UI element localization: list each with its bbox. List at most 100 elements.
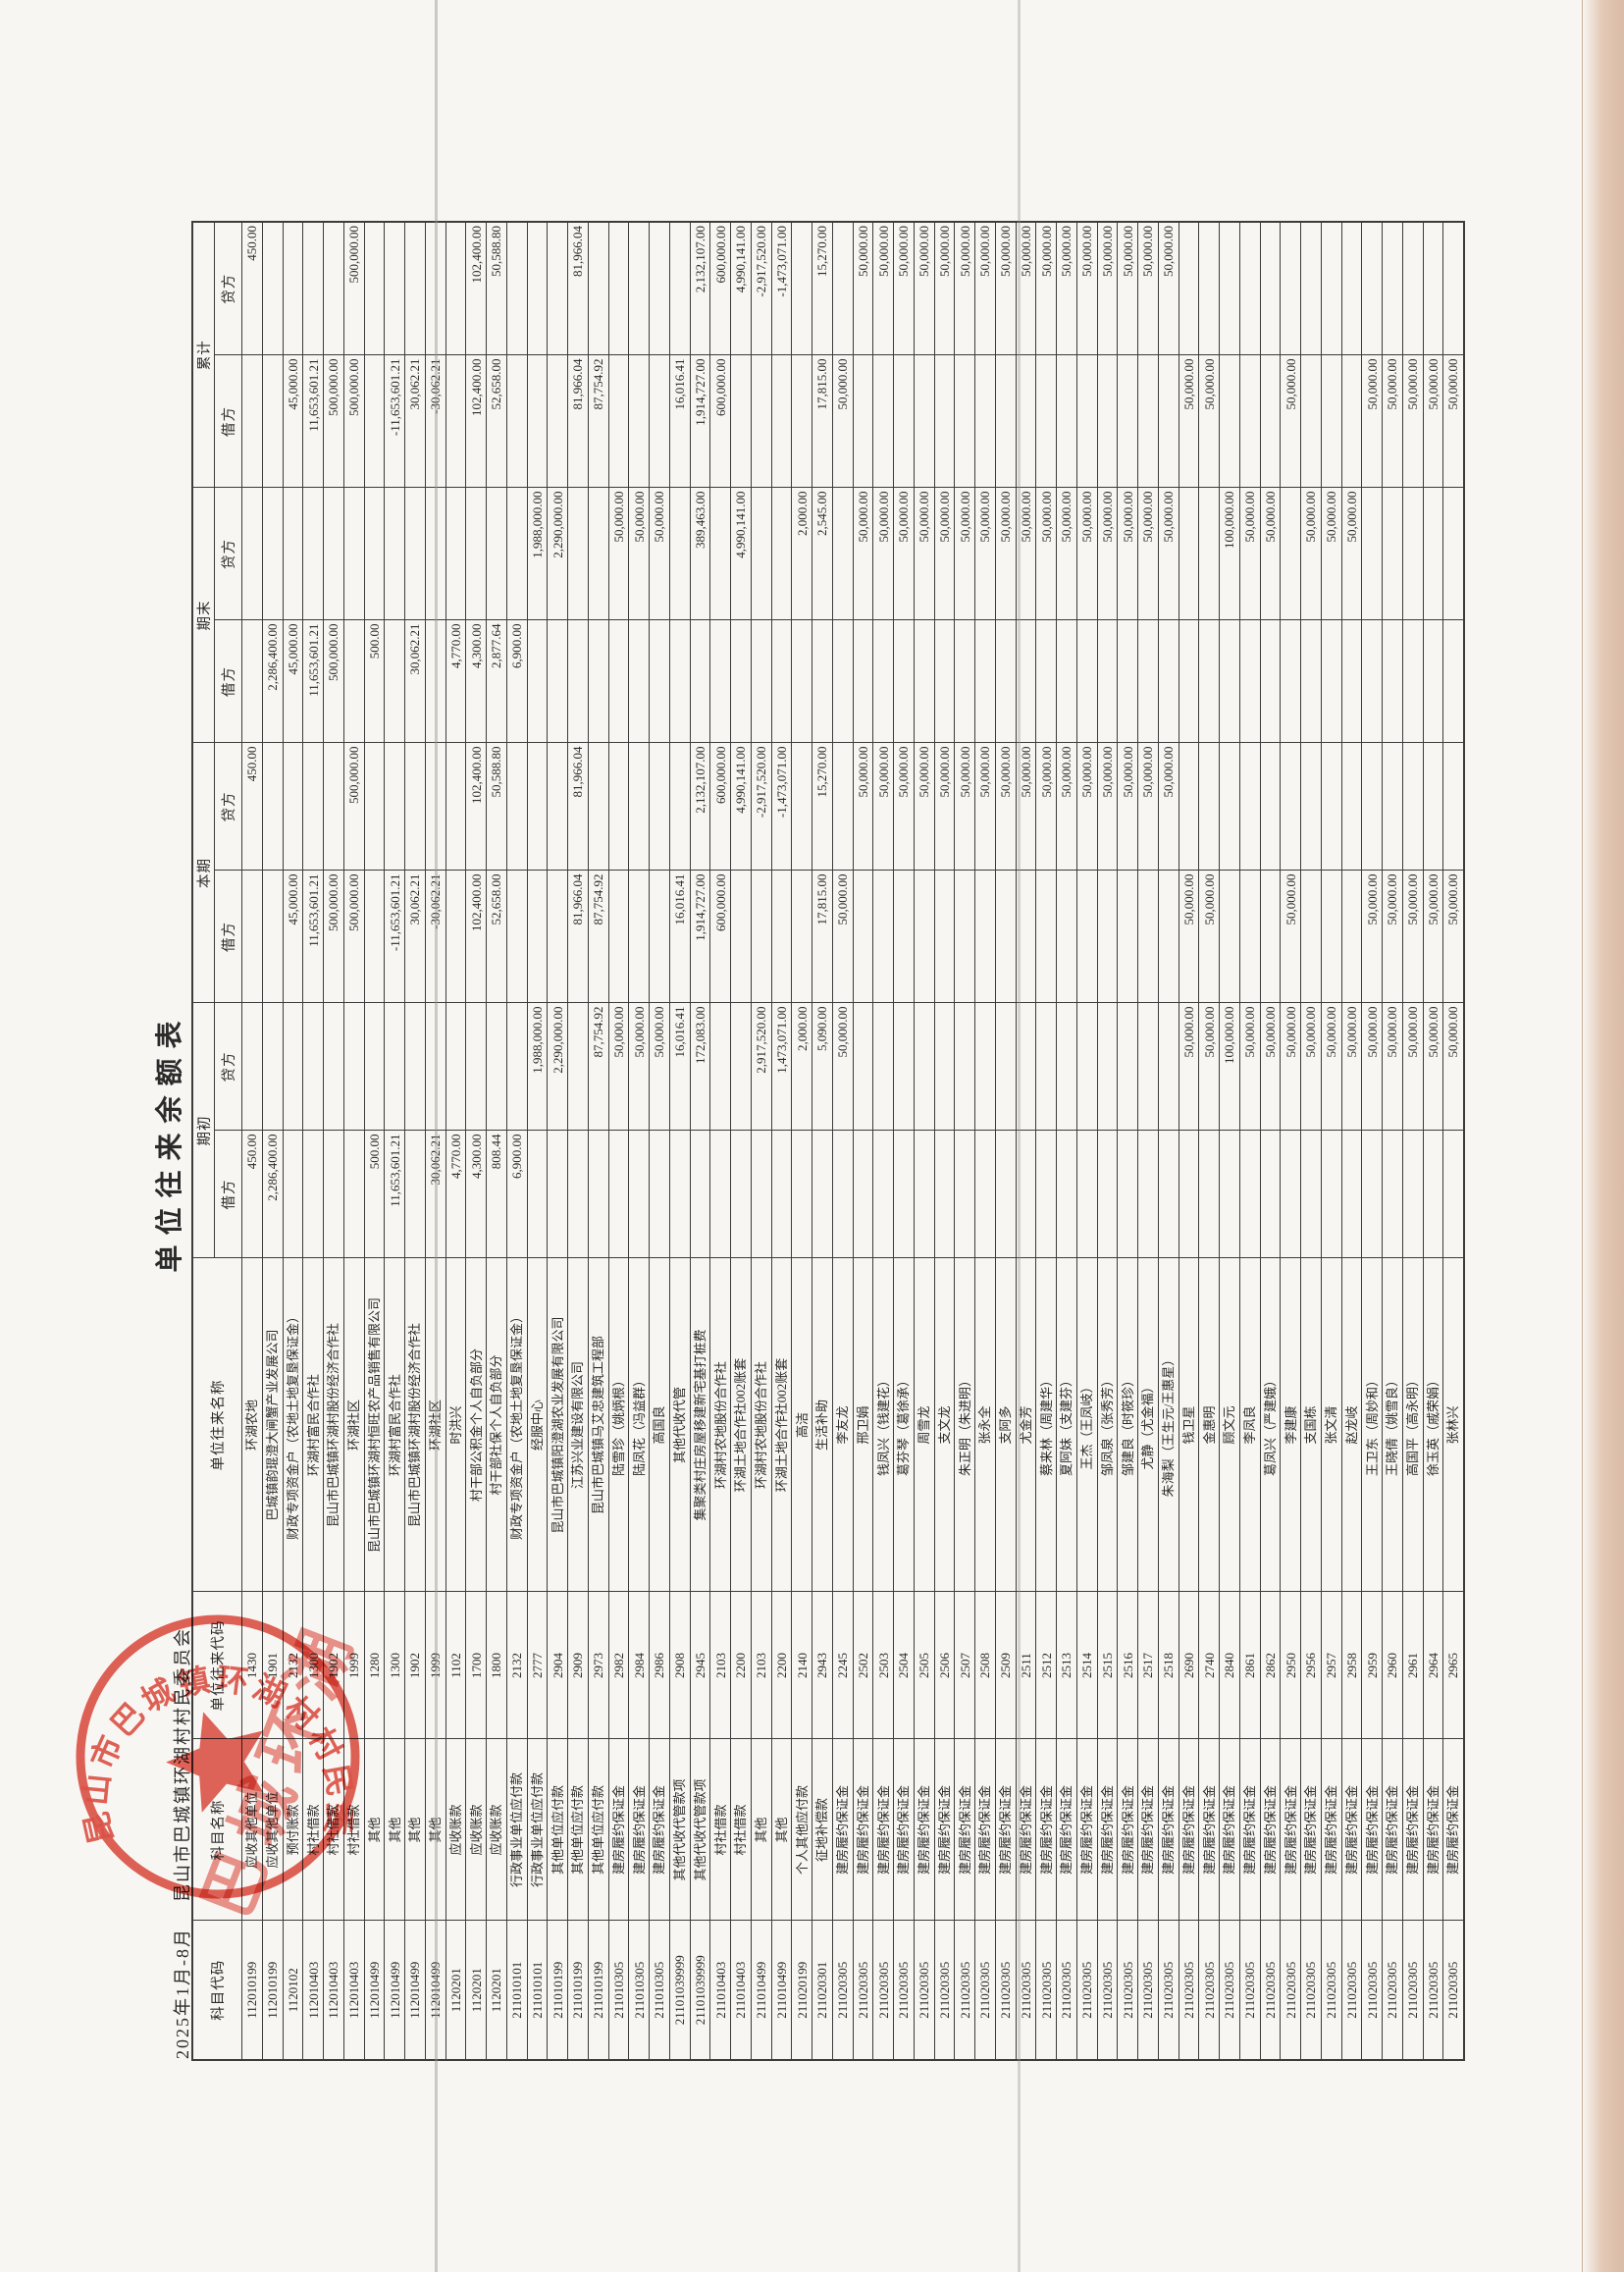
unit-name-cell: 昆山市巴城镇阳澄湖农业发展有限公司 <box>547 1258 568 1592</box>
cumulative-debit-cell <box>445 355 466 488</box>
table-row: 211020305 建房履约保证金 2505 周雪龙 50,000.00 50,… <box>914 222 934 2060</box>
subject-name-cell: 建房履约保证金 <box>853 1739 873 1921</box>
table-row: 211010199 其他单位应付款 2973 昆山市巴城镇马艾忠建筑工程部 87… <box>588 222 608 2060</box>
period-debit-cell: -11,653,601.21 <box>384 871 405 1003</box>
cumulative-debit-cell <box>853 355 873 488</box>
unit-code-cell: 1800 <box>486 1592 507 1739</box>
subject-name-cell: 其他 <box>771 1739 792 1921</box>
table-row: 211020305 建房履约保证金 2964 徐玉英（戚荣娟） 50,000.0… <box>1423 222 1443 2060</box>
subject-code-cell: 1120102 <box>283 1921 303 2060</box>
unit-name-cell: 王卫东（周妙和） <box>1361 1258 1383 1592</box>
opening-debit-cell <box>628 1131 650 1258</box>
ending-debit-cell <box>343 620 364 743</box>
ending-credit-cell <box>1179 488 1199 620</box>
subject-name-cell: 建房履约保证金 <box>832 1739 853 1921</box>
ending-debit-cell <box>1361 620 1383 743</box>
period-debit-cell: 16,016.41 <box>669 871 690 1003</box>
cumulative-credit-cell: 50,000.00 <box>872 222 894 355</box>
table-row: 211020305 建房履约保证金 2861 李凤良 50,000.00 50,… <box>1239 222 1260 2060</box>
unit-name-cell: 环湖村富民合作社 <box>302 1258 324 1592</box>
subject-name-cell: 建房履约保证金 <box>1382 1739 1403 1921</box>
subject-code-cell: 211020305 <box>1097 1921 1118 2060</box>
opening-credit-cell <box>1056 1003 1077 1131</box>
subject-code-cell: 211020305 <box>995 1921 1016 2060</box>
ending-debit-cell <box>1423 620 1443 743</box>
opening-credit-cell <box>465 1003 487 1131</box>
period-credit-cell: -1,473,071.00 <box>771 743 792 871</box>
cumulative-debit-cell: -11,653,601.21 <box>384 355 405 488</box>
opening-credit-cell: 2,917,520.00 <box>751 1003 771 1131</box>
scan-fold-line <box>435 0 438 2272</box>
ending-credit-cell <box>1198 488 1220 620</box>
table-row: 211020305 建房履约保证金 2690 钱卫星 50,000.00 50,… <box>1179 222 1199 2060</box>
ending-credit-cell: 50,000.00 <box>934 488 955 620</box>
period-credit-cell <box>1402 743 1423 871</box>
subject-name-cell: 行政事业单位应付款 <box>506 1739 527 1921</box>
header-group-period: 本期 <box>192 743 215 1003</box>
opening-debit-cell <box>323 1131 344 1258</box>
table-row: 211020305 建房履约保证金 2504 葛芬琴（葛徐承） 50,000.0… <box>893 222 915 2060</box>
cumulative-credit-cell: 450.00 <box>241 222 263 355</box>
unit-name-cell: 蔡来林（周建华） <box>1035 1258 1057 1592</box>
unit-name-cell: 葛凤兴（严建娥） <box>1260 1258 1281 1592</box>
cumulative-credit-cell <box>669 222 690 355</box>
cumulative-credit-cell <box>649 222 670 355</box>
unit-code-cell: 2862 <box>1260 1592 1281 1739</box>
subject-name-cell: 建房履约保证金 <box>893 1739 915 1921</box>
cumulative-debit-cell <box>608 355 629 488</box>
header-cumulative-debit: 借方 <box>214 355 242 488</box>
opening-debit-cell <box>771 1131 792 1258</box>
cumulative-debit-cell <box>751 355 771 488</box>
ending-debit-cell: 45,000.00 <box>283 620 303 743</box>
ending-credit-cell <box>445 488 466 620</box>
ending-credit-cell <box>669 488 690 620</box>
cumulative-credit-cell: 15,270.00 <box>812 222 833 355</box>
balance-table: 科目代码 科目名称 单位往来代码 单位往来名称 期初 本期 期末 累计 借方 贷… <box>191 221 1465 2061</box>
subject-name-cell: 建房履约保证金 <box>934 1739 955 1921</box>
ending-credit-cell <box>1442 488 1464 620</box>
subject-code-cell: 211020305 <box>1035 1921 1057 2060</box>
unit-name-cell: 环湖村农地股份合作社 <box>751 1258 771 1592</box>
opening-credit-cell <box>995 1003 1016 1131</box>
table-row: 211020305 建房履约保证金 2516 邹建良（时筱珍） 50,000.0… <box>1117 222 1138 2060</box>
opening-debit-cell <box>1158 1131 1179 1258</box>
opening-credit-cell <box>323 1003 344 1131</box>
opening-debit-cell <box>690 1131 710 1258</box>
table-row: 211020305 建房履约保证金 2956 支国栋 50,000.00 50,… <box>1300 222 1322 2060</box>
unit-code-cell: 2507 <box>954 1592 975 1739</box>
period-debit-cell: 1,914,727.00 <box>690 871 710 1003</box>
table-row: 211010199 其他单位应付款 2904 昆山市巴城镇阳澄湖农业发展有限公司… <box>547 222 568 2060</box>
period-debit-cell <box>1219 871 1240 1003</box>
ending-credit-cell: 50,000.00 <box>1260 488 1281 620</box>
cumulative-debit-cell <box>527 355 548 488</box>
cumulative-debit-cell: 17,815.00 <box>812 355 833 488</box>
ending-credit-cell <box>465 488 487 620</box>
opening-credit-cell <box>934 1003 955 1131</box>
unit-code-cell: 2950 <box>1280 1592 1301 1739</box>
opening-credit-cell <box>404 1003 426 1131</box>
period-credit-cell: 50,000.00 <box>995 743 1016 871</box>
opening-debit-cell <box>1198 1131 1220 1258</box>
unit-name-cell: 财政专项资金户（农地土地复垦保证金） <box>283 1258 303 1592</box>
opening-credit-cell: 5,090.00 <box>812 1003 833 1131</box>
subject-name-cell: 其他单位应付款 <box>547 1739 568 1921</box>
opening-debit-cell <box>709 1131 731 1258</box>
period-credit-cell <box>1423 743 1443 871</box>
table-row: 112010499 其他 1300 环湖村富民合作社 11,653,601.21… <box>384 222 405 2060</box>
opening-credit-cell: 16,016.41 <box>669 1003 690 1131</box>
unit-name-cell: 李凤良 <box>1239 1258 1260 1592</box>
ending-debit-cell: 2,286,400.00 <box>262 620 283 743</box>
ending-debit-cell <box>1097 620 1118 743</box>
ending-credit-cell: 50,000.00 <box>1035 488 1057 620</box>
opening-debit-cell <box>1442 1131 1464 1258</box>
subject-name-cell: 建房履约保证金 <box>995 1739 1016 1921</box>
ending-credit-cell: 4,990,141.00 <box>730 488 752 620</box>
unit-name-cell: 王晓倩（姚雪良） <box>1382 1258 1403 1592</box>
cumulative-debit-cell <box>1260 355 1281 488</box>
ending-credit-cell: 50,000.00 <box>872 488 894 620</box>
unit-name-cell: 环湖社区 <box>343 1258 364 1592</box>
cumulative-debit-cell: 30,062.21 <box>404 355 426 488</box>
unit-name-cell: 王杰（王凤岐） <box>1076 1258 1097 1592</box>
period-credit-cell <box>445 743 466 871</box>
cumulative-debit-cell: 87,754.92 <box>588 355 608 488</box>
